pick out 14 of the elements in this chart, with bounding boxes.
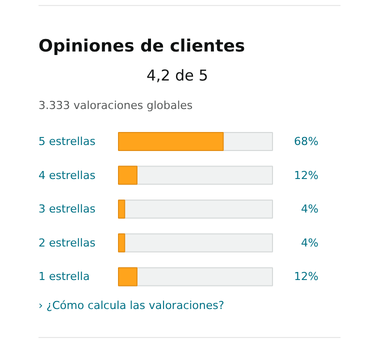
y-tick-label: 2 estrellas (38, 236, 96, 250)
y-tick-label: 3 estrellas (38, 202, 96, 216)
data-label: 68% (294, 135, 319, 148)
chart-subtitle: 4,2 de 5 (146, 66, 208, 84)
text: › ¿Cómo calcula las valoraciones? (38, 299, 224, 312)
data-label: 12% (294, 270, 319, 284)
text: 3.333 valoraciones globales (38, 99, 193, 112)
y-tick-label: 5 estrellas (38, 135, 96, 148)
data-label: 12% (294, 168, 319, 182)
data-label: 4% (301, 202, 318, 216)
y-tick-label: 4 estrellas (38, 168, 96, 182)
data-label: 4% (301, 236, 318, 250)
y-tick-label: 1 estrella (38, 270, 90, 284)
chart-title: Opiniones de clientes (38, 36, 245, 56)
